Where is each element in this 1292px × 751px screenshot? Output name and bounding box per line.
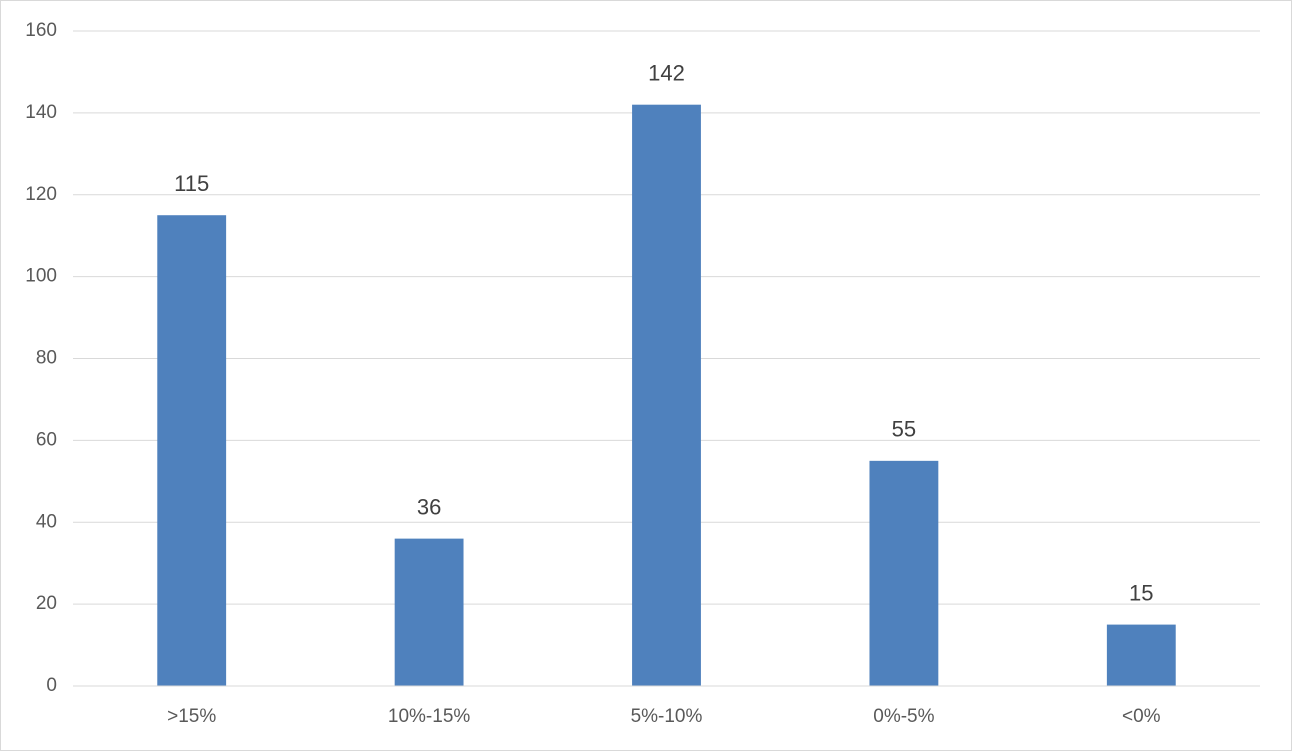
bar: [1106, 624, 1176, 686]
data-label: 15: [1129, 580, 1153, 605]
x-tick-label: <0%: [1122, 706, 1161, 727]
bar: [394, 538, 464, 686]
y-tick-label: 60: [36, 429, 57, 450]
x-tick-label: 0%-5%: [873, 706, 934, 727]
bar: [632, 104, 701, 686]
y-tick-label: 120: [25, 184, 57, 205]
y-tick-label: 160: [25, 20, 57, 41]
y-tick-label: 140: [25, 102, 57, 123]
y-tick-label: 80: [36, 348, 57, 369]
y-tick-label: 20: [36, 593, 57, 614]
data-label: 55: [892, 417, 916, 442]
x-tick-label: 10%-15%: [388, 706, 470, 727]
data-label: 142: [648, 61, 685, 86]
y-tick-label: 0: [46, 675, 57, 696]
data-label: 36: [417, 494, 441, 519]
data-label: 115: [174, 171, 209, 196]
x-tick-label: >15%: [167, 706, 216, 727]
y-tick-label: 40: [36, 511, 57, 532]
y-tick-label: 100: [25, 266, 57, 287]
bar: [869, 460, 939, 686]
x-tick-label: 5%-10%: [631, 706, 703, 727]
bar: [157, 215, 227, 686]
